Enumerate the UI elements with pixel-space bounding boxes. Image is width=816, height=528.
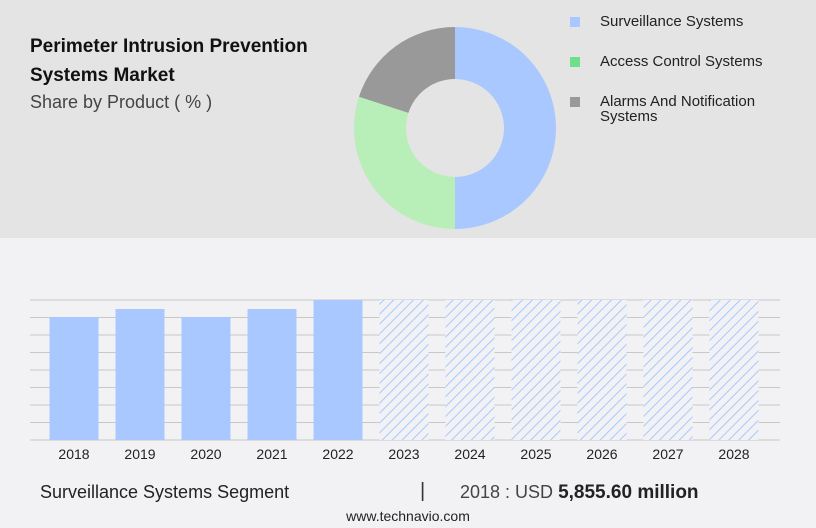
x-tick-label: 2018 [58, 446, 89, 462]
bar-2026 [577, 300, 627, 440]
legend: Surveillance Systems Access Control Syst… [570, 14, 810, 149]
segment-label: Surveillance Systems Segment [40, 482, 290, 502]
legend-swatch [570, 57, 580, 67]
bar-2028 [709, 300, 759, 440]
x-tick-label: 2025 [520, 446, 551, 462]
chart-subtitle: Share by Product ( % ) [30, 92, 213, 112]
value-amount: 5,855.60 million [558, 482, 699, 503]
legend-label: Surveillance Systems [600, 13, 744, 30]
bar-series [49, 300, 759, 440]
x-tick-label: 2023 [388, 446, 419, 462]
legend-item-alarms: Alarms And Notification Systems [570, 94, 810, 124]
legend-item-surveillance: Surveillance Systems [570, 14, 810, 29]
x-tick-label: 2019 [124, 446, 155, 462]
bar-2020 [181, 317, 231, 440]
donut-chart [353, 27, 556, 230]
x-tick-label: 2020 [190, 446, 221, 462]
legend-label: Access Control Systems [600, 53, 763, 70]
legend-swatch [570, 97, 580, 107]
legend-swatch [570, 17, 580, 27]
bar-2018 [49, 317, 99, 440]
x-tick-label: 2024 [454, 446, 485, 462]
bar-2022 [313, 300, 363, 440]
bar-2027 [643, 300, 693, 440]
x-tick-label: 2021 [256, 446, 287, 462]
legend-item-access-control: Access Control Systems [570, 54, 810, 69]
x-tick-label: 2028 [718, 446, 749, 462]
bar-2024 [445, 300, 495, 440]
donut-slice [353, 96, 455, 230]
bar-2021 [247, 309, 297, 440]
source-url: www.technavio.com [346, 508, 470, 524]
x-axis-labels: 2018 2019 2020 2021 2022 2023 2024 2025 2026 2027… [58, 446, 749, 462]
bar-2019 [115, 309, 165, 440]
separator: | [420, 480, 426, 502]
x-tick-label: 2022 [322, 446, 353, 462]
bar-2023 [379, 300, 429, 440]
chart-title: Perimeter Intrusion Prevention Systems M… [30, 36, 308, 86]
x-tick-label: 2027 [652, 446, 683, 462]
x-tick-label: 2026 [586, 446, 617, 462]
legend-label: Alarms And Notification Systems [600, 93, 756, 125]
donut-slice [358, 27, 455, 113]
year-label: 2018 : USD [460, 482, 554, 502]
donut-slice [455, 27, 556, 229]
segment-value: 2018 : USD 5,855.60 million [460, 482, 699, 504]
bar-2025 [511, 300, 561, 440]
